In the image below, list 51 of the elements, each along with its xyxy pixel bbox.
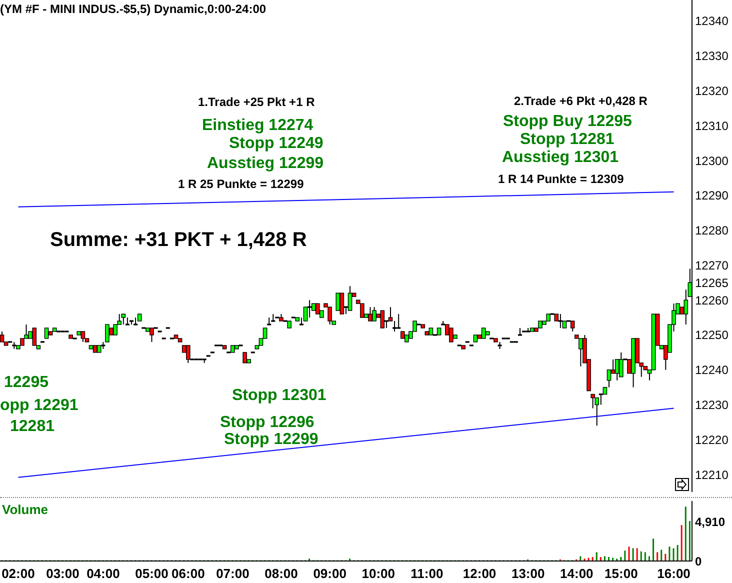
- x-tick-label: 13:00: [511, 566, 545, 582]
- x-tick-label: 14:00: [560, 566, 594, 582]
- x-tick-label: 10:00: [362, 566, 395, 582]
- y-tick-label: 12230: [695, 398, 729, 412]
- x-tick-label: 15:00: [604, 566, 638, 582]
- x-tick-label: 04:00: [86, 566, 120, 582]
- annotation: opp 12291: [0, 397, 78, 415]
- annotation: 1 R 14 Punkte = 12309: [498, 172, 624, 186]
- annotation: Ausstieg 12301: [502, 149, 619, 167]
- x-tick-label: 12:00: [462, 566, 496, 582]
- annotation: Stopp 12296: [220, 414, 314, 432]
- x-tick-label: 07:00: [216, 566, 250, 582]
- y-tick-label: 12320: [695, 84, 729, 98]
- annotation: Stopp Buy 12295: [503, 113, 632, 131]
- y-tick-label: 12300: [695, 154, 729, 168]
- y-tick-label: 12250: [695, 328, 729, 342]
- x-tick-label: 05:00: [135, 566, 168, 582]
- y-tick-label: 12240: [695, 363, 729, 378]
- x-tick-label: 02:00: [2, 566, 35, 582]
- annotation: Stopp 12299: [224, 431, 318, 449]
- annotation: Ausstieg 12299: [207, 155, 324, 173]
- annotation: 12295: [4, 374, 48, 392]
- annotation: Summe: +31 PKT + 1,428 R: [50, 229, 307, 252]
- annotation: 12281: [10, 418, 54, 436]
- annotation: 1.Trade +25 Pkt +1 R: [198, 95, 315, 109]
- x-tick-label: 08:00: [264, 566, 298, 582]
- annotation: Einstieg 12274: [202, 117, 314, 135]
- chart-title: Volume: [2, 502, 48, 517]
- y-tick-label: 12340: [695, 14, 729, 28]
- y-tick-label: 12310: [695, 118, 729, 133]
- x-tick-label: 03:00: [46, 566, 80, 582]
- y-tick-label: 12260: [695, 293, 729, 308]
- y-tick-label: 12330: [695, 49, 729, 64]
- y-tick-label: 12280: [695, 224, 729, 238]
- annotation: 2.Trade +6 Pkt +0,428 R: [514, 94, 648, 108]
- y-tick-label: 12290: [695, 188, 729, 203]
- x-tick-label: 16:00: [657, 566, 690, 582]
- y-tick-label: 4,910: [695, 514, 726, 529]
- x-tick-label: 11:00: [410, 566, 444, 582]
- annotation: Stopp 12301: [232, 387, 326, 405]
- x-tick-label: 06:00: [172, 566, 205, 582]
- y-tick-label: 12220: [695, 432, 729, 447]
- y-tick-label: 12210: [695, 468, 729, 482]
- annotation: Stopp 12249: [229, 135, 324, 153]
- annotation: 1 R 25 Punkte = 12299: [178, 177, 304, 191]
- x-tick-label: 09:00: [313, 566, 346, 582]
- y-tick-label: 0: [695, 554, 702, 568]
- annotation: Stopp 12281: [520, 131, 614, 149]
- chart-title: (YM #F - MINI INDUS.-$5,5) Dynamic,0:00-24:00: [0, 2, 266, 16]
- y-tick-label: 12270: [695, 258, 729, 272]
- y-tick-label: 12265: [695, 276, 729, 290]
